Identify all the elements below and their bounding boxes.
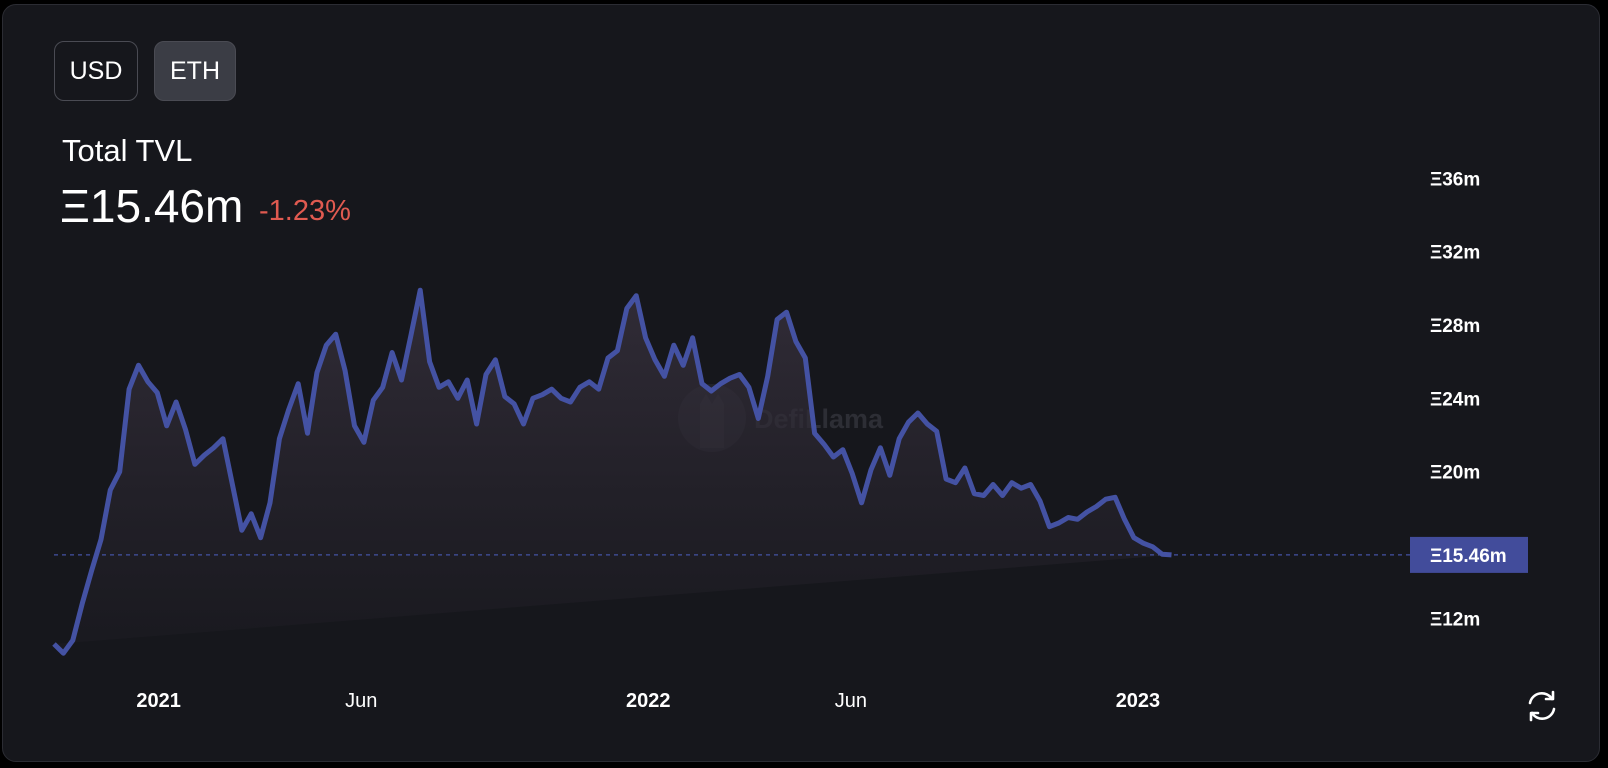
y-tick-label: Ξ12m	[1430, 609, 1480, 630]
x-tick-label: 2021	[136, 690, 181, 712]
y-tick-label: Ξ28m	[1430, 316, 1480, 337]
tvl-series-line	[52, 287, 1172, 656]
tvl-title: Total TVL	[62, 133, 193, 168]
x-tick-label: Jun	[345, 690, 377, 712]
refresh-icon[interactable]	[1524, 688, 1560, 724]
tvl-change: -1.23%	[259, 195, 351, 227]
tvl-area-fill	[54, 290, 1172, 654]
x-tick-label: 2022	[626, 690, 671, 712]
current-value-badge-bg	[1410, 536, 1528, 573]
y-tick-label: Ξ24m	[1430, 389, 1480, 410]
y-tick-label: Ξ20m	[1430, 463, 1480, 484]
current-value-label: Ξ15.46m	[1430, 546, 1507, 567]
current-value-badge: Ξ15.46m	[1410, 536, 1528, 573]
tvl-value: Ξ15.46m	[60, 180, 244, 232]
x-axis: 2021 Jun 2022 Jun 2023	[136, 690, 1160, 712]
usd-toggle-button[interactable]: USD	[54, 41, 138, 101]
y-tick-label: Ξ32m	[1430, 243, 1480, 264]
y-tick-label: Ξ36m	[1430, 169, 1480, 190]
y-axis: Ξ12m Ξ20m Ξ24m Ξ28m Ξ32m Ξ36m	[1430, 169, 1480, 630]
tvl-chart-panel: USD ETH Total TVL Ξ15.46m -1.23%	[2, 4, 1600, 762]
x-tick-label: 2023	[1116, 690, 1161, 712]
eth-toggle-button[interactable]: ETH	[154, 41, 236, 101]
x-tick-label: Jun	[835, 690, 867, 712]
